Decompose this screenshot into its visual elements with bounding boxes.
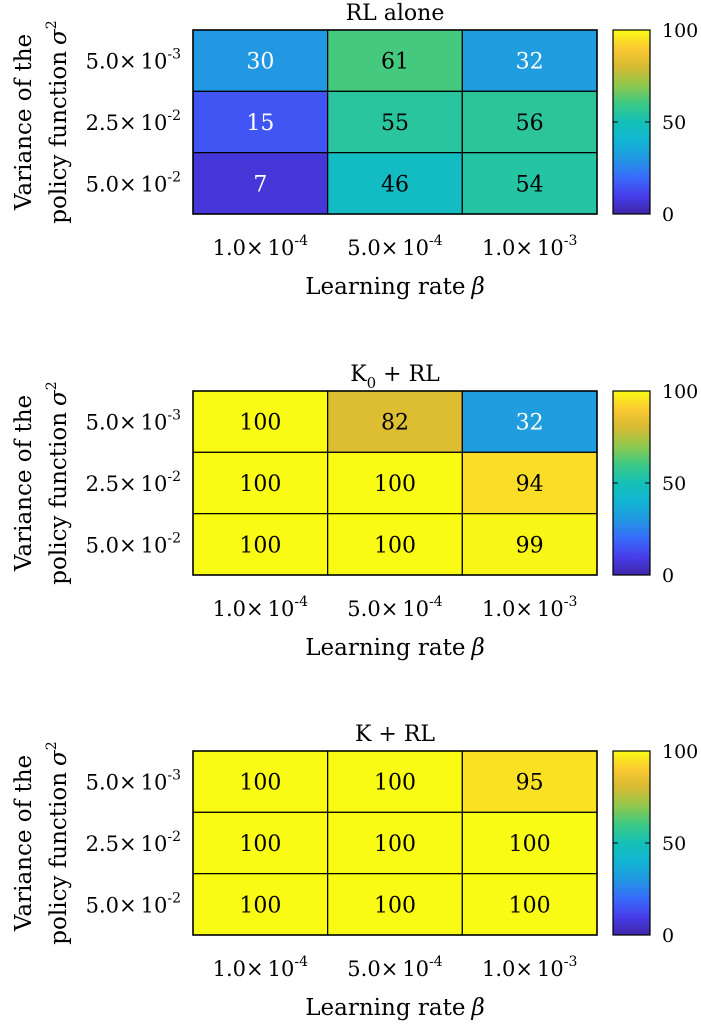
colorbar	[612, 390, 651, 576]
plot-frame	[192, 750, 598, 936]
colorbar-tick-label: 100	[662, 381, 698, 403]
cell-value-label: 100	[374, 472, 416, 497]
colorbar	[612, 750, 651, 936]
cell-value-label: 7	[253, 172, 267, 197]
y-tick-label: 2.5× 10-2	[86, 108, 181, 135]
y-tick-label: 5.0× 10-2	[86, 890, 181, 917]
y-axis-label-line2: policy functionσ2	[44, 20, 72, 223]
y-axis-label-line1: Variance of the	[11, 395, 37, 572]
y-tick-label: 2.5× 10-2	[86, 469, 181, 496]
heatmap-cell	[327, 513, 463, 576]
cell-value-label: 99	[516, 533, 544, 558]
y-axis-label-line2: policy functionσ2	[44, 741, 72, 944]
cell-value-label: 100	[239, 472, 281, 497]
heatmap-cell	[327, 390, 463, 453]
cell-value-label: 61	[381, 50, 409, 75]
x-axis-label: Learning rate β	[305, 995, 484, 1021]
y-tick-label: 2.5× 10-2	[86, 829, 181, 856]
heatmap-panel-3: K + RL 100 100 95 100 100 100 100 100 100 5.0× 10-3…	[11, 722, 698, 1021]
cell-value-label: 32	[516, 50, 544, 75]
cell-value-label: 55	[381, 111, 409, 136]
cell-value-label: 54	[516, 172, 544, 197]
cell-value-label: 100	[509, 832, 551, 857]
cell-value-label: 100	[239, 893, 281, 918]
x-tick-label: 5.0× 10-4	[347, 233, 442, 260]
y-tick-label: 5.0× 10-2	[86, 169, 181, 196]
heatmap-panel-2: K0 + RL 100 82 32 100 100 94 100 100 99 5.0× 10-3 2.…	[11, 362, 698, 661]
cell-value-label: 100	[374, 832, 416, 857]
y-tick-label: 5.0× 10-2	[86, 530, 181, 557]
cell-value-label: 94	[516, 472, 544, 497]
cell-value-label: 100	[239, 771, 281, 796]
heatmap-cell	[192, 29, 329, 92]
heatmap-cell	[461, 750, 598, 813]
cell-value-label: 95	[516, 771, 544, 796]
colorbar-tick-label: 50	[662, 473, 686, 495]
y-tick-label: 5.0× 10-3	[86, 768, 181, 795]
cell-value-label: 100	[374, 771, 416, 796]
panel-title: K + RL	[355, 722, 435, 747]
y-axis-label-line1: Variance of the	[11, 34, 37, 211]
cell-value-label: 100	[509, 893, 551, 918]
x-tick-label: 5.0× 10-4	[347, 594, 442, 621]
colorbar-tick-label: 50	[662, 833, 686, 855]
cell-value-label: 82	[381, 411, 409, 436]
heatmap-cell	[327, 451, 463, 515]
plot-frame	[192, 29, 598, 215]
heatmap-cell	[192, 873, 329, 936]
cell-value-label: 46	[381, 172, 409, 197]
cell-value-label: 30	[246, 50, 274, 75]
cell-value-label: 15	[246, 111, 274, 136]
panel-title: K0 + RL	[350, 362, 440, 392]
heatmap-cell	[327, 873, 463, 936]
heatmap-cell	[461, 90, 598, 154]
x-tick-label: 1.0× 10-3	[482, 233, 577, 260]
heatmap-cell	[327, 29, 463, 92]
heatmap-cell	[192, 750, 329, 813]
colorbar-tick-label: 0	[662, 925, 674, 947]
heatmap-cell	[461, 811, 598, 875]
colorbar-tick-label: 50	[662, 112, 686, 134]
heatmap-cell	[192, 451, 329, 515]
colorbar-tick-label: 100	[662, 20, 698, 42]
y-axis-label-line2: policy functionσ2	[44, 381, 72, 584]
panel-title: RL alone	[346, 1, 445, 26]
heatmap-cell	[192, 811, 329, 875]
colorbar	[612, 29, 651, 215]
heatmap-cell	[461, 390, 598, 453]
x-axis-label: Learning rate β	[305, 274, 484, 300]
heatmap-cell	[192, 90, 329, 154]
cell-value-label: 100	[239, 411, 281, 436]
heatmap-cell	[461, 451, 598, 515]
x-tick-label: 5.0× 10-4	[347, 954, 442, 981]
y-tick-label: 5.0× 10-3	[86, 408, 181, 435]
cell-value-label: 100	[239, 533, 281, 558]
colorbar-tick-label: 100	[662, 741, 698, 763]
x-tick-label: 1.0× 10-4	[213, 233, 308, 260]
x-tick-label: 1.0× 10-4	[213, 954, 308, 981]
colorbar-tick-label: 0	[662, 565, 674, 587]
heatmap-cell	[461, 513, 598, 576]
cell-value-label: 100	[374, 893, 416, 918]
cell-value-label: 56	[516, 111, 544, 136]
plot-frame	[192, 390, 598, 576]
heatmap-panel-1: RL alone 30 61 32 15 55 56 7 46 54 5.0× 10-3 2.5× 10-…	[11, 1, 698, 300]
cell-value-label: 32	[516, 411, 544, 436]
x-tick-label: 1.0× 10-3	[482, 594, 577, 621]
cell-value-label: 100	[239, 832, 281, 857]
heatmap-cell	[192, 513, 329, 576]
x-tick-label: 1.0× 10-3	[482, 954, 577, 981]
x-tick-label: 1.0× 10-4	[213, 594, 308, 621]
cell-value-label: 100	[374, 533, 416, 558]
y-axis-label-line1: Variance of the	[11, 755, 37, 932]
y-tick-label: 5.0× 10-3	[86, 47, 181, 74]
heatmap-cell	[327, 152, 463, 215]
x-axis-label: Learning rate β	[305, 635, 484, 661]
colorbar-tick-label: 0	[662, 204, 674, 226]
